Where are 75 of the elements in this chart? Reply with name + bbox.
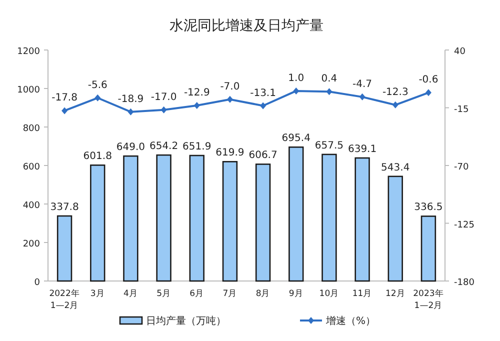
data-label: 649.0 (116, 142, 146, 154)
chart-title: 水泥同比增速及日均产量 (170, 18, 324, 34)
point (160, 106, 167, 114)
point (194, 102, 200, 110)
data-label: -13.1 (250, 88, 276, 99)
bar (255, 164, 271, 282)
y2-tick-label: -15 (454, 104, 469, 115)
point (392, 101, 398, 108)
y-tick-label: 800 (22, 124, 40, 134)
point (359, 93, 366, 100)
data-label: 543.4 (381, 162, 410, 174)
point (62, 107, 68, 114)
data-label: 695.4 (282, 133, 310, 144)
point (425, 89, 432, 96)
x-tick-label: 11月 (352, 289, 372, 299)
data-label: -17.0 (150, 92, 177, 103)
bar (322, 154, 337, 282)
bar (156, 154, 172, 282)
x-tick-label: 4月 (123, 289, 138, 299)
legend-label: 增速（%） (325, 315, 376, 327)
data-label: 601.8 (83, 151, 112, 162)
x-tick-label: 7月 (222, 289, 238, 299)
data-label: 1.0 (288, 72, 304, 84)
point (293, 87, 300, 94)
data-label: 606.7 (248, 150, 278, 162)
data-label: -12.3 (382, 86, 408, 98)
data-label: 336.5 (414, 202, 443, 214)
bar (56, 215, 72, 282)
bar (420, 216, 436, 282)
y2-tick-label: -70 (454, 162, 469, 172)
data-label: 651.9 (182, 142, 212, 153)
bar (354, 157, 370, 282)
point (128, 108, 134, 116)
y-tick-label: 600 (22, 162, 40, 172)
legend-label: 日均产量（万吨） (146, 315, 226, 327)
y-tick-label: 200 (22, 240, 40, 250)
data-label: -4.7 (352, 78, 372, 90)
data-label: 654.2 (149, 141, 178, 152)
y-tick-label: 1200 (17, 47, 40, 57)
x-tick-label: 9月 (288, 289, 304, 299)
x-tick-label: 8月 (256, 289, 270, 299)
y-tick-label: 1000 (17, 86, 40, 96)
data-label: -17.8 (52, 92, 78, 104)
bar (90, 164, 106, 282)
bar (222, 161, 238, 282)
point (326, 88, 332, 96)
point (260, 102, 266, 110)
data-label: -12.9 (184, 88, 210, 99)
bar (388, 176, 403, 282)
y-tick-label: 400 (22, 201, 40, 211)
y2-tick-label: 40 (454, 47, 466, 57)
y2-tick-label: -125 (454, 220, 474, 230)
data-label: -0.6 (418, 74, 438, 86)
data-label: 337.8 (50, 202, 79, 213)
data-label: -7.0 (220, 81, 240, 92)
x-tick-label: 5月 (156, 289, 172, 299)
data-label: -18.9 (118, 94, 144, 105)
data-label: 639.1 (348, 144, 377, 155)
x-tick-label: 3月 (90, 289, 105, 299)
x-tick-label: 2022年 1—2月 (49, 288, 80, 311)
data-label: -5.6 (88, 80, 108, 91)
point (94, 94, 101, 102)
x-tick-label: 6月 (190, 289, 204, 299)
x-tick-label: 12月 (385, 289, 406, 299)
y-tick-label: 0 (34, 278, 40, 288)
point (226, 96, 233, 103)
data-label: 657.5 (314, 140, 344, 152)
data-label: 0.4 (321, 74, 338, 85)
y2-tick-label: -180 (454, 278, 475, 288)
bar (123, 155, 138, 282)
x-tick-label: 10月 (319, 289, 340, 299)
x-tick-label: 2023年 1—2月 (413, 288, 444, 311)
bar (189, 154, 204, 282)
bar (288, 146, 304, 282)
data-label: 619.9 (216, 148, 244, 159)
